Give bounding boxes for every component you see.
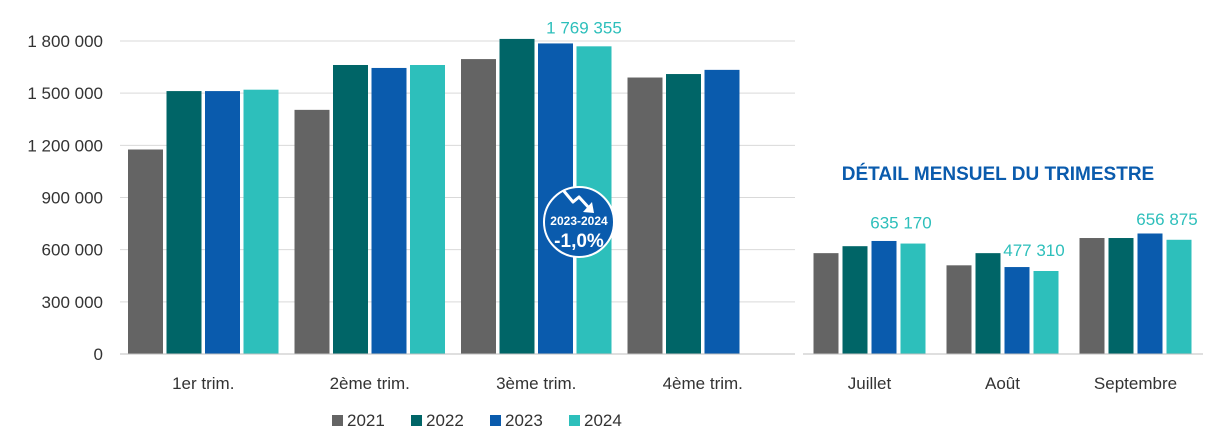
legend-label: 2022 [426, 411, 464, 430]
category-labels: 1er trim. 2ème trim. 3ème trim. 4ème trim. J… [172, 374, 1177, 393]
y-tick-label: 1 200 000 [27, 136, 103, 155]
legend-label: 2021 [347, 411, 385, 430]
bar-2024-0 [900, 243, 926, 354]
data-labels: 1 769 355 635 170 477 310 656 875 [546, 18, 1198, 260]
y-tick-label: 900 000 [42, 189, 103, 208]
legend-swatch [411, 415, 422, 426]
category-label: Juillet [848, 374, 892, 393]
legend-swatch [332, 415, 343, 426]
bar-2021-0 [813, 253, 839, 354]
data-label: 656 875 [1136, 210, 1197, 229]
bar-2022-2 [1108, 238, 1134, 354]
category-label: 3ème trim. [496, 374, 576, 393]
detail-bars [813, 233, 1192, 354]
bar-2024-1 [410, 64, 445, 354]
legend: 2021 2022 2023 2024 [332, 411, 622, 430]
legend-swatch [569, 415, 580, 426]
badge-circle [543, 186, 615, 258]
main-bars [128, 38, 740, 355]
bar-2023-3 [704, 69, 740, 355]
bar-2022-1 [975, 253, 1001, 354]
bar-2023-0 [205, 91, 240, 354]
y-tick-label: 0 [94, 345, 103, 364]
bar-2024-0 [243, 89, 279, 354]
bar-2022-0 [842, 246, 868, 354]
data-label: 1 769 355 [546, 18, 622, 37]
bar-2021-1 [294, 109, 330, 354]
bar-2021-2 [461, 59, 496, 355]
y-tick-label: 1 500 000 [27, 84, 103, 103]
y-axis-ticks: 0 300 000 600 000 900 000 1 200 000 1 500 000… [27, 32, 103, 364]
data-label: 477 310 [1003, 241, 1064, 260]
category-label: Septembre [1094, 374, 1177, 393]
legend-label: 2023 [505, 411, 543, 430]
bar-2023-0 [871, 240, 897, 354]
category-label: Août [985, 374, 1020, 393]
bar-2024-2 [1166, 239, 1192, 354]
legend-label: 2024 [584, 411, 622, 430]
trend-down-arrow-icon [561, 189, 594, 213]
data-label: 635 170 [870, 214, 931, 233]
bar-2023-2 [1137, 233, 1163, 354]
bar-2021-2 [1079, 238, 1105, 354]
bar-2021-3 [627, 77, 663, 355]
y-tick-label: 1 800 000 [27, 32, 103, 51]
y-tick-label: 300 000 [42, 293, 103, 312]
badge-period: 2023-2024 [550, 214, 608, 228]
bar-2022-0 [166, 91, 202, 354]
detail-subtitle: DÉTAIL MENSUEL DU TRIMESTRE [842, 163, 1154, 185]
badge-change: -1,0% [554, 231, 604, 252]
category-label: 4ème trim. [663, 374, 743, 393]
category-label: 1er trim. [172, 374, 234, 393]
bar-2023-1 [371, 67, 407, 355]
bar-2023-1 [1004, 267, 1030, 354]
bar-2022-1 [333, 64, 368, 354]
change-badge: 2023-2024 -1,0% [543, 186, 615, 258]
bar-2022-2 [499, 38, 535, 355]
category-label: 2ème trim. [330, 374, 410, 393]
legend-swatch [490, 415, 501, 426]
y-tick-label: 600 000 [42, 241, 103, 260]
bar-2024-1 [1033, 271, 1059, 354]
bar-2021-1 [946, 265, 972, 354]
bar-2022-3 [666, 74, 701, 355]
bar-2021-0 [128, 149, 163, 354]
